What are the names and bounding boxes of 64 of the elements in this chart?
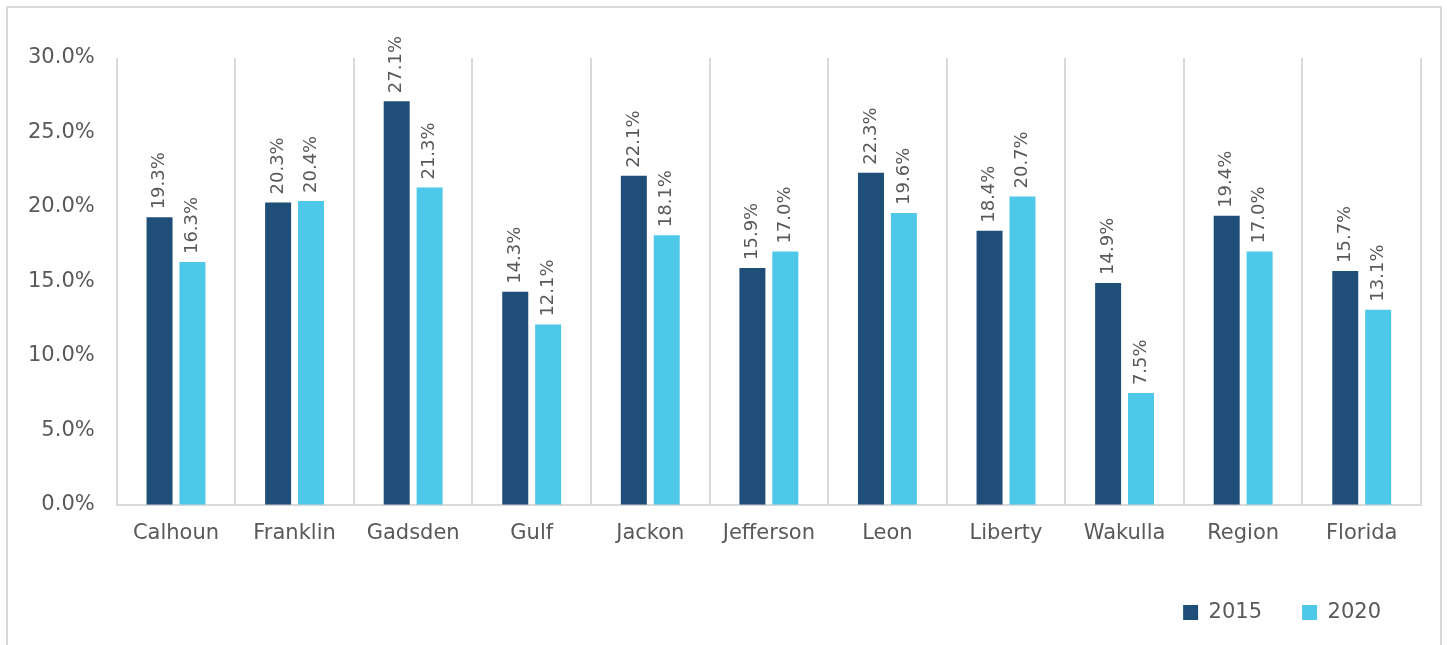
data-label: 20.3%	[265, 137, 287, 195]
bar	[772, 251, 799, 505]
bar	[653, 235, 680, 505]
legend-label: 2020	[1327, 598, 1382, 623]
x-tick-label: Calhoun	[132, 519, 220, 544]
data-label: 17.0%	[1247, 186, 1269, 244]
data-label: 21.3%	[417, 122, 439, 180]
y-tick-label: 5.0%	[41, 416, 95, 441]
x-tick-label: Liberty	[969, 519, 1043, 544]
data-label: 20.4%	[298, 135, 320, 193]
data-label: 20.7%	[1010, 131, 1032, 189]
data-label: 22.1%	[621, 110, 643, 168]
x-tick-label: Region	[1207, 519, 1280, 544]
data-label: 15.7%	[1332, 205, 1354, 263]
data-label: 15.9%	[740, 202, 762, 260]
bar	[1365, 309, 1392, 505]
data-label: 19.3%	[147, 152, 169, 210]
data-label: 14.3%	[502, 226, 524, 284]
y-tick-label: 10.0%	[27, 342, 95, 367]
bar	[265, 202, 292, 505]
bar	[739, 268, 766, 505]
bar	[620, 175, 647, 505]
x-tick-label: Franklin	[253, 519, 336, 544]
x-tick-label: Wakulla	[1083, 519, 1166, 544]
bar	[1095, 282, 1122, 505]
x-tick-label: Leon	[862, 519, 913, 544]
data-label: 14.9%	[1095, 217, 1117, 275]
x-tick-label: Jackon	[614, 519, 685, 544]
x-tick-label: Florida	[1326, 519, 1398, 544]
bar	[179, 262, 206, 505]
data-label: 18.1%	[654, 170, 676, 228]
bar	[298, 200, 325, 505]
data-label: 13.1%	[1365, 244, 1387, 302]
bar	[857, 172, 884, 505]
bar	[1009, 196, 1036, 505]
bar	[890, 212, 917, 505]
bar	[535, 324, 562, 505]
x-tick-label: Gadsden	[366, 519, 460, 544]
data-label: 7.5%	[1128, 339, 1150, 386]
x-tick-label: Gulf	[510, 519, 554, 544]
legend-label: 2015	[1208, 598, 1263, 623]
data-label: 12.1%	[535, 259, 557, 317]
y-tick-label: 20.0%	[27, 193, 95, 218]
data-label: 17.0%	[772, 186, 794, 244]
bar	[1213, 215, 1240, 505]
bar	[1246, 251, 1273, 505]
bar	[1332, 270, 1359, 505]
y-tick-label: 30.0%	[27, 44, 95, 69]
data-label: 19.4%	[1214, 150, 1236, 208]
data-label: 18.4%	[977, 165, 999, 223]
data-label: 16.3%	[180, 196, 202, 255]
bar	[416, 187, 443, 505]
bar	[146, 217, 173, 505]
data-label: 27.1%	[384, 36, 406, 94]
bar	[1128, 393, 1155, 505]
bar	[502, 291, 529, 505]
data-label: 19.6%	[891, 147, 913, 205]
data-label: 22.3%	[858, 107, 880, 165]
bar	[383, 101, 410, 505]
bar	[976, 230, 1003, 505]
x-tick-label: Jefferson	[720, 519, 815, 544]
y-tick-label: 15.0%	[27, 267, 95, 292]
y-tick-label: 25.0%	[27, 118, 95, 143]
y-tick-label: 0.0%	[41, 491, 95, 516]
